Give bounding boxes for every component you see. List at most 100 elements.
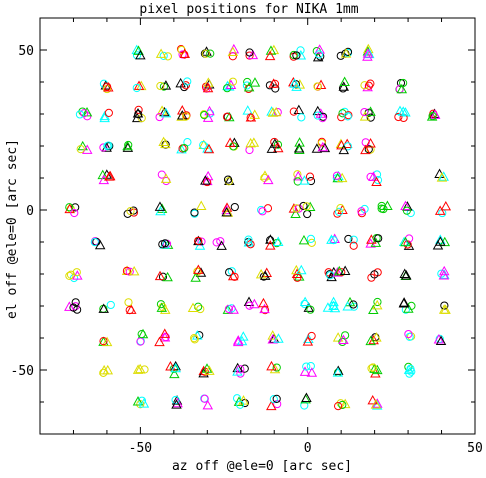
pixel-triangle [304,201,316,212]
pixel-triangle [293,143,305,153]
pixel-circle [263,204,273,213]
pixel-marker-group [131,105,146,123]
pixel-marker-group [332,170,348,183]
pixel-marker-group [437,265,450,280]
pixel-marker-group [333,204,348,218]
pixel-circle [182,112,191,121]
pixel-marker-group [190,264,207,282]
pixel-triangle [156,302,168,312]
pixel-triangle [394,105,406,116]
pixel-circle [336,204,345,213]
pixel-triangle [187,302,199,313]
pixel-circle [245,51,254,60]
pixel-circle [317,138,326,148]
pixel-triangle [264,50,276,61]
pixel-triangle [372,398,383,408]
pixel-circle [349,300,358,309]
pixel-circle [289,107,298,116]
pixel-circle [366,113,375,122]
pixel-marker-group [342,296,359,311]
pixel-marker-group [154,201,168,216]
pixel-marker-group [98,336,113,347]
pixel-circle [78,107,87,116]
pixel-triangle [159,239,170,249]
pixel-circle [223,84,232,93]
pixel-marker-group [434,168,449,182]
pixel-circle [200,111,209,120]
pixel-circle [123,209,132,218]
pixel-triangle [368,171,379,181]
pixel-triangle [371,176,382,187]
pixel-triangle [170,362,181,373]
pixel-circle [71,302,80,311]
pixel-triangle [101,142,112,152]
pixel-triangle [266,360,277,371]
pixel-circle [190,208,199,217]
pixel-triangle [299,366,311,376]
pixel-triangle [314,44,325,54]
pixel-circle [318,114,327,123]
pixel-circle [71,298,80,307]
pixel-circle [106,300,115,310]
pixel-triangle [290,208,301,219]
pixel-triangle [165,361,176,371]
pixel-circle [313,82,322,91]
pixel-triangle [170,360,181,371]
pixel-circle [336,399,345,408]
pixel-marker-group [266,394,282,411]
pixel-circle [370,270,379,279]
y-tick-label: 50 [18,44,34,59]
pixel-triangle [434,205,446,215]
pixel-triangle [302,336,314,346]
pixel-circle [206,49,215,58]
pixel-marker-group [176,138,192,154]
pixel-triangle [201,363,213,373]
pixel-triangle [438,265,450,276]
pixel-triangle [135,49,146,60]
pixel-circle [329,236,338,245]
x-axis-label: az off @ele=0 [arc sec] [172,459,352,474]
pixel-circle [99,337,108,346]
pixel-marker-group [367,394,383,410]
pixel-marker-group [124,298,137,315]
pixel-marker-group [65,268,83,283]
pixel-marker-group [288,203,303,219]
pixel-circle [302,202,311,211]
pixel-marker-group [122,140,134,152]
pixel-triangle [160,107,172,118]
pixel-circle [336,51,345,60]
pixel-marker-group [434,200,452,218]
pixel-marker-group [227,43,240,61]
pixel-circle [366,79,375,88]
pixel-circle [197,237,206,246]
pixel-marker-group [336,47,353,60]
axis-tick-labels: -50 0 50 -50 0 50 [11,44,483,456]
pixel-marker-group [395,78,408,94]
pixel-circle [65,203,74,212]
pixel-triangle [266,143,278,153]
pixel-marker-group [99,141,114,152]
pixel-triangle [311,143,323,153]
pixel-circle [178,50,187,59]
pixel-triangle [332,332,344,342]
pixel-marker-group [312,44,325,62]
axis-ticks [40,17,476,434]
pixel-triangle [334,265,345,276]
pixel-marker-group [222,111,235,122]
pixel-circle [158,240,167,249]
pixel-circle [76,145,85,154]
pixel-marker-group [190,200,207,218]
pixel-circle [394,112,403,122]
pixel-circle [306,234,316,243]
pixel-circle [364,81,374,90]
pixel-triangle [301,392,312,402]
pixel-triangle [132,108,144,118]
pixel-circle [293,273,302,282]
pixel-marker-group [97,169,116,185]
pixel-circle [80,109,89,118]
pixel-circle [245,48,254,57]
pixel-marker-group [398,297,416,314]
pixel-circle [303,209,312,219]
pixel-triangle [263,174,274,185]
pixel-triangle [200,175,211,185]
